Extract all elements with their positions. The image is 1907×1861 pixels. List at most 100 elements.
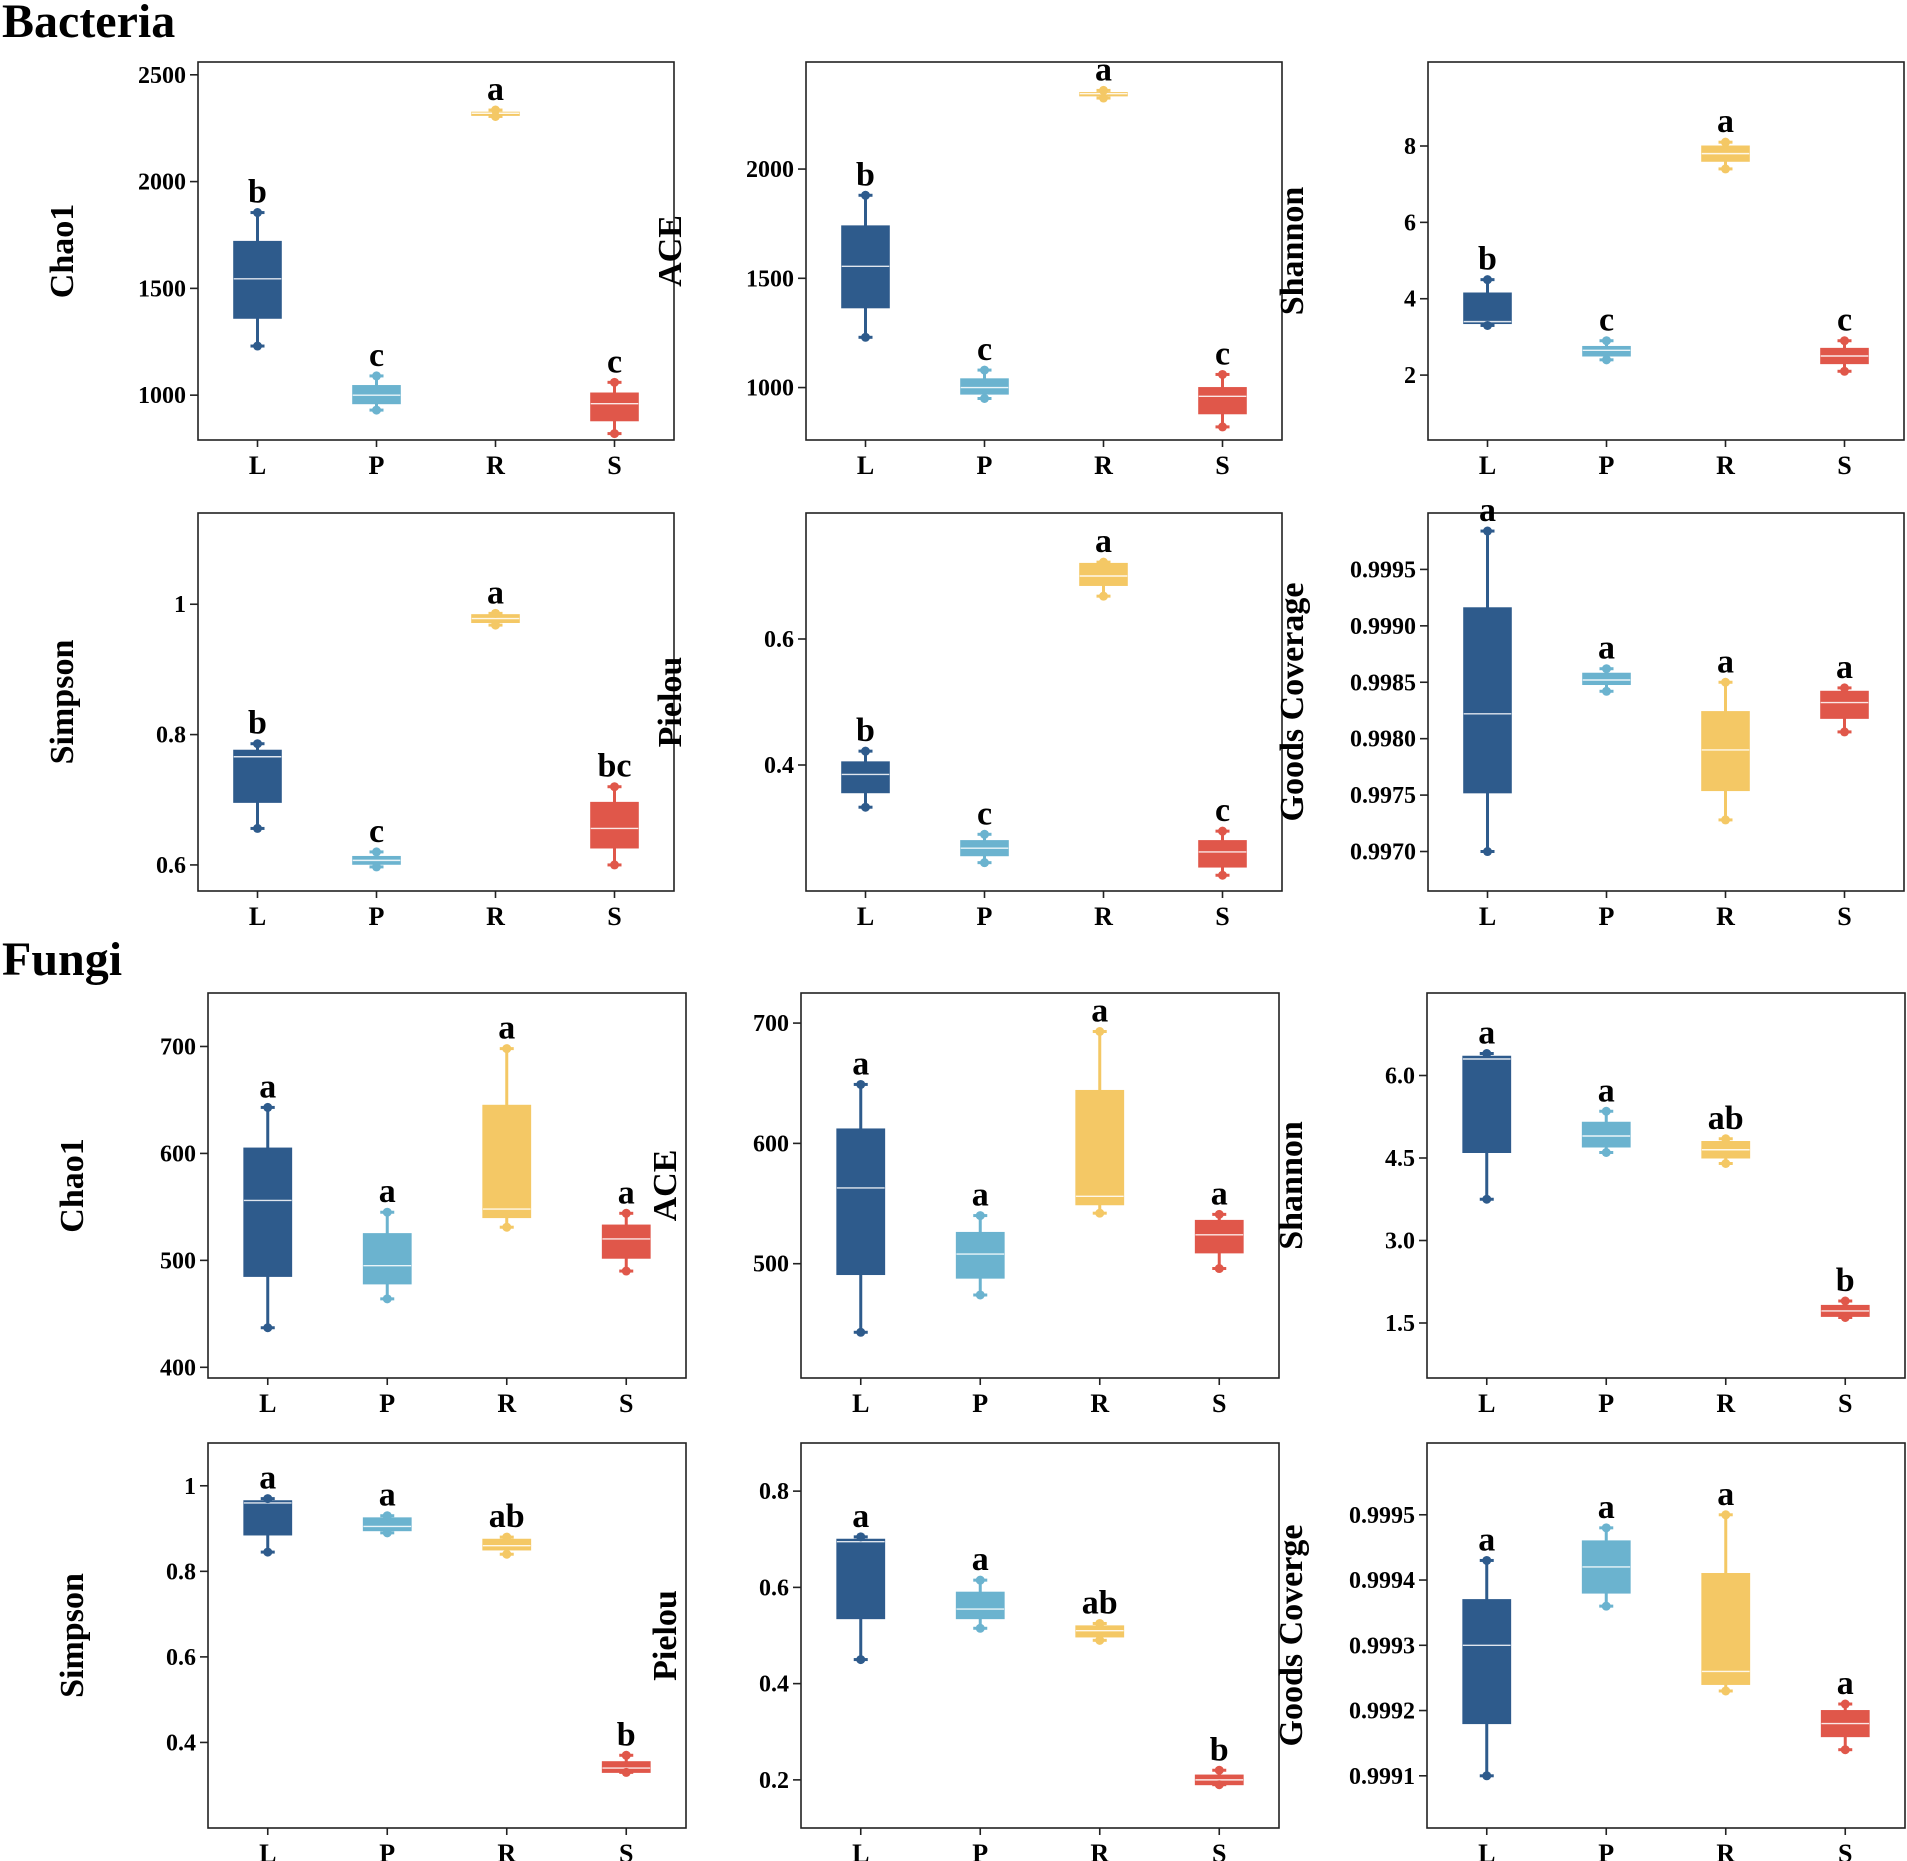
- significance-label-l: b: [856, 712, 875, 749]
- significance-label-s: c: [1215, 335, 1230, 372]
- y-axis-label: Simpson: [54, 1573, 91, 1698]
- point-min: [610, 860, 619, 870]
- y-tick-label: 600: [753, 1131, 789, 1157]
- point-max: [1840, 1699, 1850, 1709]
- point-max: [856, 1079, 866, 1089]
- y-axis-label: ACE: [652, 215, 689, 287]
- significance-label-l: a: [852, 1498, 869, 1535]
- box-l: [243, 1500, 293, 1536]
- significance-label-r: a: [1717, 643, 1734, 680]
- box-l: [1462, 1055, 1512, 1153]
- significance-label-r: a: [1095, 51, 1112, 88]
- y-tick-label: 1000: [138, 383, 186, 409]
- point-min: [263, 1547, 273, 1557]
- point-min: [1099, 591, 1108, 601]
- point-min: [491, 111, 500, 121]
- point-min: [1482, 1194, 1492, 1204]
- point-min: [1214, 1780, 1224, 1790]
- point-max: [502, 1044, 512, 1054]
- significance-label-s: c: [1837, 302, 1852, 339]
- point-max: [1840, 336, 1849, 346]
- point-max: [1482, 1555, 1492, 1565]
- x-tick-label-r: R: [1716, 1839, 1735, 1861]
- point-min: [975, 1290, 985, 1300]
- significance-label-s: a: [618, 1174, 635, 1211]
- plot-frame: [1426, 1442, 1906, 1829]
- point-min: [980, 858, 989, 868]
- x-tick-label-p: P: [379, 1839, 395, 1861]
- significance-label-s: b: [1836, 1262, 1855, 1299]
- x-tick-label-l: L: [1478, 1389, 1495, 1418]
- significance-label-l: b: [248, 705, 267, 742]
- box-l: [233, 749, 282, 803]
- point-min: [1218, 870, 1227, 880]
- y-tick-label: 0.9995: [1349, 1503, 1415, 1529]
- x-tick-label-l: L: [249, 451, 266, 480]
- y-tick-label: 1.5: [1385, 1311, 1415, 1337]
- y-tick-label: 0.8: [156, 723, 186, 749]
- y-tick-label: 1500: [746, 266, 794, 292]
- x-tick-label-r: R: [486, 902, 505, 931]
- point-min: [1095, 1635, 1105, 1645]
- x-tick-label-s: S: [1212, 1839, 1226, 1861]
- plot-frame: [805, 512, 1283, 892]
- point-max: [610, 782, 619, 792]
- box-r: [1701, 711, 1750, 792]
- point-min: [610, 429, 619, 439]
- box-s: [590, 801, 639, 849]
- point-max: [1099, 557, 1108, 567]
- x-tick-label-l: L: [852, 1839, 869, 1861]
- y-axis-label: Pielou: [647, 1590, 684, 1681]
- plot-frame: [1426, 992, 1906, 1379]
- box-s: [601, 1224, 651, 1259]
- y-tick-label: 2: [1404, 363, 1416, 389]
- x-tick-label-l: L: [857, 902, 874, 931]
- x-tick-label-l: L: [1479, 451, 1496, 480]
- point-min: [1483, 320, 1492, 330]
- point-max: [1218, 826, 1227, 836]
- significance-label-l: b: [1478, 241, 1497, 278]
- box-l: [836, 1538, 886, 1620]
- box-l: [841, 761, 890, 794]
- point-min: [372, 405, 381, 415]
- significance-label-l: a: [1478, 1015, 1495, 1052]
- point-min: [1721, 815, 1730, 825]
- point-max: [1601, 1523, 1611, 1533]
- point-min: [491, 620, 500, 630]
- y-tick-label: 2500: [138, 63, 186, 89]
- x-tick-label-p: P: [1598, 1389, 1614, 1418]
- significance-label-s: b: [1210, 1731, 1229, 1768]
- y-axis-label: Pielou: [652, 657, 689, 748]
- x-tick-label-p: P: [369, 902, 385, 931]
- plot-frame: [805, 61, 1283, 441]
- significance-label-p: a: [972, 1541, 989, 1578]
- y-tick-label: 1: [174, 592, 186, 618]
- significance-label-p: c: [1599, 302, 1614, 339]
- significance-label-l: b: [248, 174, 267, 211]
- point-max: [1721, 137, 1730, 147]
- y-tick-label: 500: [753, 1252, 789, 1278]
- y-tick-label: 0.6: [764, 627, 794, 653]
- point-max: [975, 1211, 985, 1221]
- point-min: [253, 341, 262, 351]
- x-tick-label-r: R: [1716, 451, 1735, 480]
- box-p: [362, 1233, 412, 1285]
- significance-label-r: a: [1717, 103, 1734, 140]
- point-max: [1214, 1209, 1224, 1219]
- y-tick-label: 6: [1404, 210, 1416, 236]
- point-max: [980, 829, 989, 839]
- y-axis-label: Goods Coverge: [1273, 1525, 1310, 1747]
- y-tick-label: 600: [160, 1141, 196, 1167]
- significance-label-p: c: [369, 337, 384, 374]
- x-tick-label-r: R: [1716, 1389, 1735, 1418]
- significance-label-s: a: [1836, 649, 1853, 686]
- y-tick-label: 700: [753, 1011, 789, 1037]
- point-max: [263, 1102, 273, 1112]
